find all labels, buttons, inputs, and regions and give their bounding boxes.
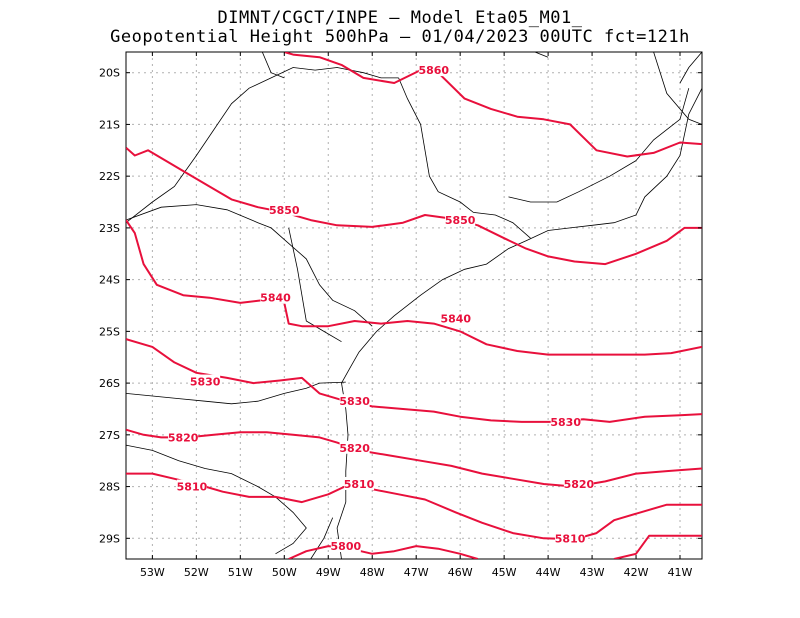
contour-label-bg — [555, 531, 586, 545]
border-line — [126, 67, 399, 224]
contour-line-5820 — [126, 428, 702, 488]
plot-frame — [125, 51, 703, 560]
contour-label: 5810 — [555, 532, 586, 545]
contour-label: 5850 — [269, 204, 300, 217]
lon-tick-label: 53W — [140, 566, 165, 579]
contour-label-bg — [563, 476, 594, 490]
lat-tick-label: 21S — [99, 118, 120, 131]
lon-tick-label: 45W — [492, 566, 517, 579]
border-line — [679, 52, 702, 84]
border-line — [126, 444, 307, 555]
border-line — [126, 204, 373, 327]
lat-tick-label: 29S — [99, 532, 120, 545]
contour-label: 5860 — [418, 64, 449, 77]
height-contours — [126, 52, 702, 559]
contour-label: 5830 — [190, 376, 221, 389]
contour-label-bg — [344, 476, 375, 490]
lon-tick-label: 52W — [184, 566, 209, 579]
lon-tick-label: 46W — [448, 566, 473, 579]
grid-lines — [126, 52, 702, 559]
border-line — [126, 381, 346, 405]
contour-line-5850 — [126, 146, 702, 266]
contour-line-5810 — [126, 472, 702, 541]
contour-label: 5840 — [440, 312, 471, 325]
contour-label: 5810 — [344, 478, 375, 491]
contour-label: 5820 — [564, 478, 595, 491]
lat-tick-label: 24S — [99, 274, 120, 287]
contour-label: 5830 — [550, 416, 581, 429]
lat-tick-label: 28S — [99, 481, 120, 494]
lon-tick-label: 48W — [360, 566, 385, 579]
contour-label-bg — [260, 290, 291, 304]
contour-label: 5800 — [331, 540, 362, 553]
border-line — [534, 52, 549, 58]
lon-tick-label: 41W — [668, 566, 693, 579]
contour-label: 5810 — [177, 481, 208, 494]
lat-tick-label: 22S — [99, 170, 120, 183]
border-line — [310, 517, 334, 559]
lon-tick-label: 43W — [580, 566, 605, 579]
lat-tick-label: 25S — [99, 325, 120, 338]
lat-tick-label: 26S — [99, 377, 120, 390]
contour-label-bg — [176, 479, 207, 493]
contour-label-bg — [330, 539, 361, 553]
contour-label: 5840 — [260, 292, 291, 305]
contour-line-5840 — [126, 219, 702, 356]
contour-label-bg — [445, 213, 476, 227]
border-line — [508, 88, 690, 203]
border-line — [261, 52, 285, 79]
lat-tick-label: 23S — [99, 222, 120, 235]
contour-label: 5850 — [445, 214, 476, 227]
border-line — [288, 227, 342, 343]
political-borders — [126, 52, 702, 559]
map-title-line2: Geopotential Height 500hPa – 01/04/2023 … — [110, 27, 690, 47]
border-line — [336, 88, 702, 559]
border-line — [653, 52, 702, 125]
lon-tick-label: 47W — [404, 566, 429, 579]
contour-line-5800 — [613, 534, 702, 559]
lon-tick-label: 44W — [536, 566, 561, 579]
contour-label: 5820 — [168, 431, 199, 444]
lon-tick-label: 51W — [228, 566, 253, 579]
lat-tick-label: 20S — [99, 67, 120, 80]
lon-tick-label: 42W — [624, 566, 649, 579]
contour-label-bg — [269, 202, 300, 216]
contour-label-bg — [550, 414, 581, 428]
contour-label: 5820 — [339, 442, 370, 455]
border-line — [398, 77, 531, 239]
contour-label-bg — [339, 394, 370, 408]
lon-tick-label: 50W — [272, 566, 297, 579]
axis-ticks: 53W 52W 51W 50W 49W 48W 47W 46W 45W 44W 43W 42W 41W 2… — [99, 52, 702, 579]
lon-tick-label: 49W — [316, 566, 341, 579]
contour-label-bg — [440, 311, 471, 325]
lat-tick-label: 27S — [99, 429, 120, 442]
contour-line-5800 — [288, 545, 479, 559]
contour-label-bg — [339, 440, 370, 454]
contour-label-bg — [190, 374, 221, 388]
map-title-line1: DIMNT/CGCT/INPE – Model Eta05_M01_ — [217, 8, 583, 28]
contour-label-bg — [168, 430, 199, 444]
contour-label: 5830 — [339, 395, 370, 408]
contour-labels: 5860 5850 5840 5830 5820 5810 5800 5850 5840 5830… — [168, 63, 595, 553]
contour-label-bg — [418, 63, 449, 77]
contour-line-5860 — [284, 52, 702, 158]
